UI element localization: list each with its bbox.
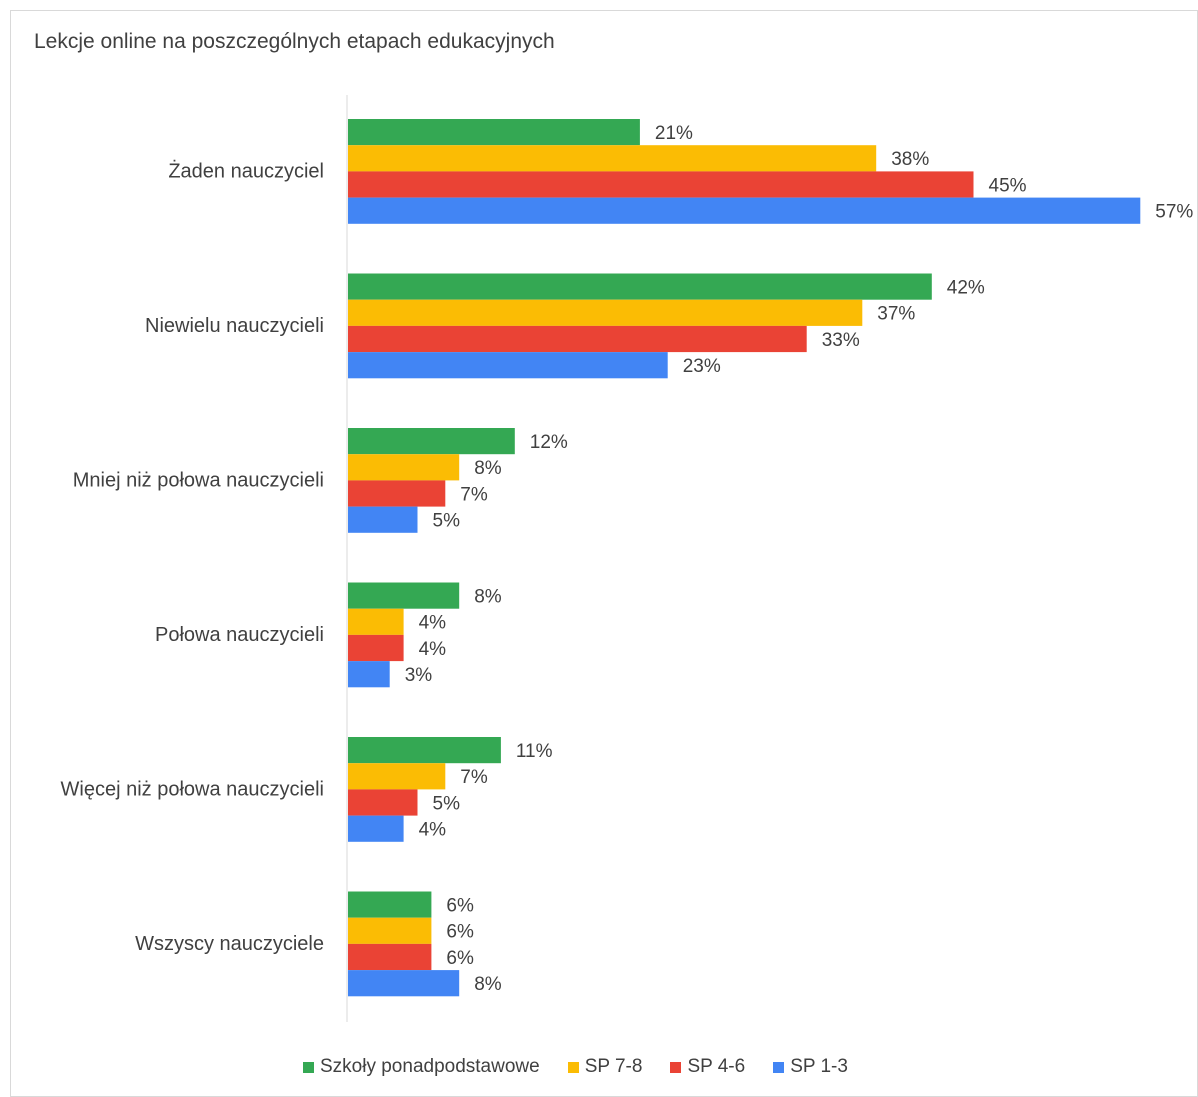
- bar: [348, 171, 974, 198]
- bar: [348, 891, 432, 918]
- data-label: 38%: [891, 149, 929, 170]
- bar: [348, 197, 1141, 224]
- bar: [348, 737, 501, 764]
- bar: [348, 608, 404, 635]
- data-label: 23%: [683, 356, 721, 377]
- bar: [348, 763, 446, 790]
- data-label: 21%: [655, 123, 693, 144]
- legend-item: SP 4-6: [670, 1056, 745, 1078]
- bar: [348, 815, 404, 842]
- bar: [348, 454, 460, 481]
- bar: [348, 970, 460, 997]
- data-label: 6%: [446, 948, 474, 969]
- bar: [348, 917, 432, 944]
- legend-item: Szkoły ponadpodstawowe: [303, 1056, 540, 1078]
- bar: [348, 661, 390, 688]
- data-label: 6%: [446, 896, 474, 917]
- category-tick-label: Wszyscy nauczyciele: [135, 933, 324, 955]
- data-label: 45%: [989, 175, 1027, 196]
- legend-label: SP 7-8: [584, 1056, 643, 1077]
- data-label: 4%: [419, 639, 447, 660]
- data-label: 8%: [474, 587, 502, 608]
- data-label: 4%: [419, 820, 447, 841]
- data-label: 7%: [460, 484, 488, 505]
- category-tick-label: Mniej niż połowa nauczycieli: [73, 469, 324, 491]
- category-tick-label: Żaden nauczyciel: [168, 159, 324, 182]
- legend-swatch: [773, 1061, 785, 1073]
- data-label: 37%: [877, 304, 915, 325]
- data-label: 33%: [822, 330, 860, 351]
- legend-label: Szkoły ponadpodstawowe: [320, 1056, 540, 1077]
- bar: [348, 352, 668, 379]
- legend-label: SP 1-3: [790, 1056, 848, 1077]
- legend-label: SP 4-6: [687, 1056, 746, 1077]
- legend-item: SP 7-8: [567, 1056, 643, 1078]
- data-label: 8%: [474, 974, 502, 995]
- data-label: 8%: [474, 458, 502, 479]
- bar: [348, 634, 404, 662]
- category-tick-label: Niewielu nauczycieli: [145, 315, 324, 337]
- data-label: 42%: [947, 278, 985, 299]
- data-label: 11%: [516, 741, 553, 762]
- data-label: 3%: [405, 665, 433, 686]
- bar: [348, 582, 460, 609]
- data-label: 57%: [1155, 202, 1193, 223]
- bar: [348, 119, 640, 146]
- bar: [348, 480, 446, 507]
- chart-title: Lekcje online na poszczególnych etapach …: [34, 30, 555, 53]
- bar: [348, 506, 418, 533]
- legend-swatch: [567, 1061, 579, 1073]
- category-tick-label: Więcej niż połowa nauczycieli: [61, 778, 324, 800]
- bar: [348, 145, 877, 172]
- legend-swatch: [303, 1061, 314, 1073]
- bar: [348, 428, 515, 455]
- category-tick-label: Połowa nauczycieli: [155, 624, 324, 646]
- bar: [348, 943, 432, 971]
- data-label: 6%: [446, 922, 474, 943]
- bar: [348, 299, 863, 326]
- data-label: 4%: [419, 613, 447, 634]
- data-label: 12%: [530, 432, 568, 453]
- bar: [348, 789, 418, 816]
- bar: [348, 273, 932, 300]
- bar: [348, 325, 807, 353]
- data-label: 7%: [460, 767, 488, 788]
- data-label: 5%: [433, 511, 461, 532]
- legend-item: SP 1-3: [773, 1056, 848, 1078]
- chart-legend: Szkoły ponadpodstawowe SP 7-8 SP 4-6 SP 1-3: [303, 1056, 876, 1078]
- legend-swatch: [670, 1061, 682, 1073]
- data-label: 5%: [433, 793, 461, 814]
